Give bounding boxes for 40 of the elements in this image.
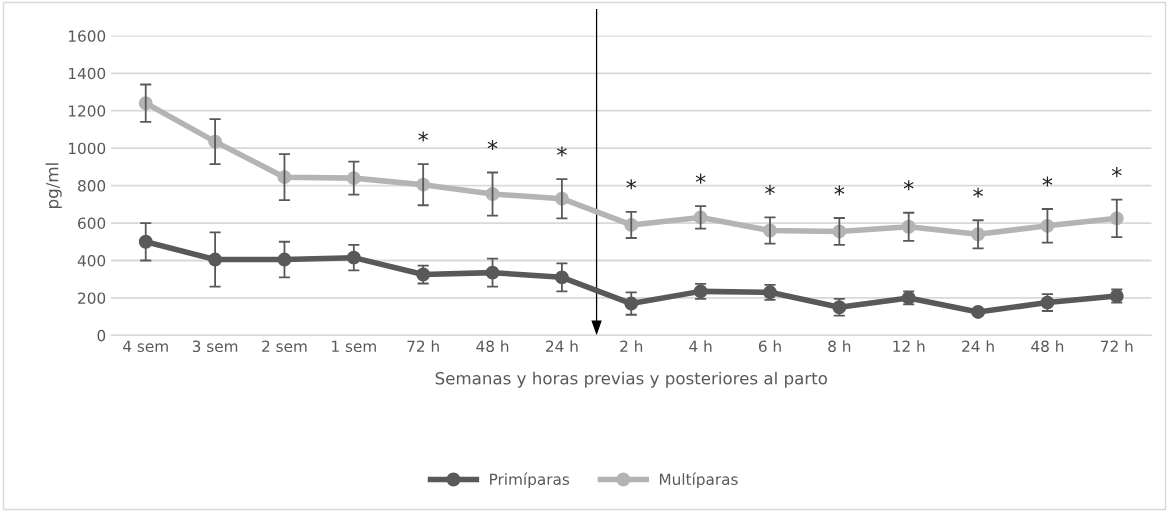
y-axis-title: pg/ml	[45, 163, 62, 208]
y-tick-label: 800	[78, 180, 106, 192]
annotation: *	[695, 173, 706, 184]
annotation: *	[1042, 176, 1053, 187]
annotation: *	[418, 131, 429, 142]
x-tick-label: 12 h	[893, 340, 925, 352]
x-tick-label: 2 h	[620, 340, 643, 352]
annotation: *	[1111, 167, 1122, 178]
annotation: *	[973, 187, 983, 198]
x-axis-title: Semanas y horas previas y posteriores al parto	[435, 371, 828, 388]
x-tick-label: 48 h	[1031, 340, 1064, 353]
annotation: *	[557, 146, 567, 157]
x-tick-label: 4 h	[689, 340, 712, 352]
legend-label: Primíparas	[490, 472, 570, 489]
y-tick-label: 0	[97, 329, 106, 342]
x-tick-label: 8 h	[828, 340, 851, 353]
y-tick-label: 1200	[68, 105, 106, 117]
annotation: *	[903, 180, 914, 191]
y-tick-label: 400	[77, 254, 106, 267]
x-tick-label: 24 h	[546, 340, 578, 352]
x-tick-label: 72 h	[1101, 340, 1133, 352]
annotation: *	[834, 185, 845, 196]
x-tick-label: 2 sem	[262, 340, 307, 353]
point	[485, 187, 500, 201]
x-tick-label: 72 h	[407, 340, 439, 352]
x-tick-label: 4 sem	[123, 340, 168, 353]
annotation: *	[626, 179, 637, 190]
y-tick-label: 1600	[68, 30, 106, 42]
y-tick-label: 1400	[68, 67, 106, 80]
x-tick-label: 1 sem	[332, 340, 376, 353]
legend-label: Multíparas	[659, 472, 738, 489]
x-tick-label: 48 h	[476, 340, 509, 353]
y-tick-label: 600	[78, 217, 106, 230]
y-tick-label: 1000	[68, 142, 106, 155]
y-tick-label: 200	[78, 292, 106, 304]
x-tick-label: 3 sem	[192, 340, 238, 353]
annotation: *	[765, 184, 775, 195]
annotation: *	[487, 139, 498, 151]
x-tick-label: 6 h	[758, 340, 781, 353]
x-tick-label: 24 h	[962, 340, 994, 352]
